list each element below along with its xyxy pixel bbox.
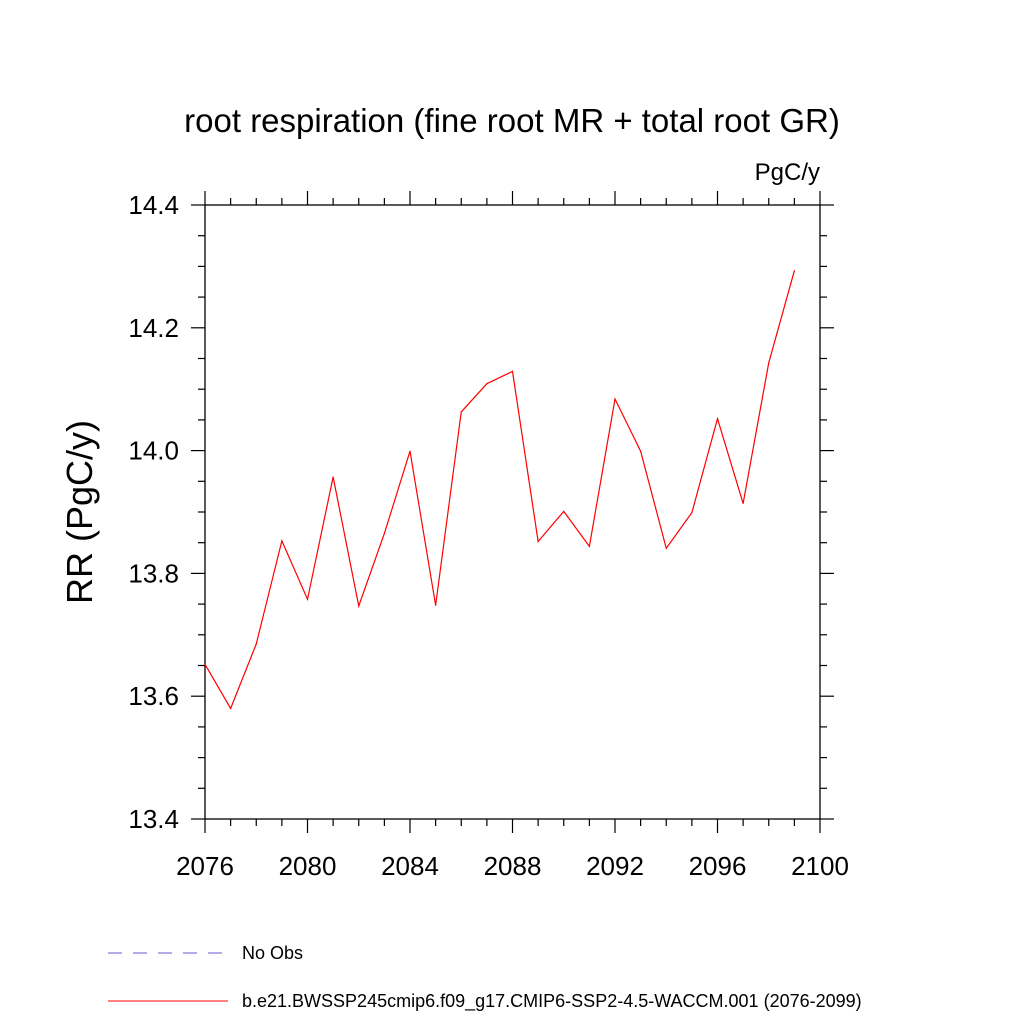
y-tick-label: 14.2 [128,313,179,343]
data-point [486,383,488,385]
data-point [742,502,744,505]
units-label: PgC/y [755,159,820,186]
data-point [537,540,539,543]
data-point [230,707,232,710]
legend: No Obs b.e21.BWSSP245cmip6.f09_g17.CMIP6… [108,943,862,1012]
y-tick-label: 13.4 [128,804,179,834]
data-point [409,450,411,452]
data-point [306,598,309,600]
data-point [255,643,257,645]
y-axis-label: RR (PgC/y) [59,420,100,604]
data-point [358,605,360,607]
data-point [435,604,437,606]
data-point [332,476,334,478]
data-point [511,370,514,372]
chart-title: root respiration (fine root MR + total r… [184,102,840,139]
axis-ticks [191,191,834,833]
x-tick-label: 2076 [176,851,234,881]
data-point [640,450,642,452]
data-point [563,510,565,512]
y-tick-label: 13.8 [128,558,179,588]
data-point [768,362,770,364]
data-point [588,545,590,547]
data-point [281,540,283,542]
series-line [204,270,795,710]
data-point [460,411,462,413]
data-point [716,418,719,420]
data-point [383,532,385,535]
data-point [614,398,616,400]
y-tick-label: 13.6 [128,681,179,711]
x-tick-label: 2096 [689,851,747,881]
x-tick-label: 2080 [279,851,337,881]
y-tick-label: 14.4 [128,190,179,220]
data-point [665,547,667,549]
y-tick-label: 14.0 [128,436,179,466]
legend-label-model-run: b.e21.BWSSP245cmip6.f09_g17.CMIP6-SSP2-4… [242,991,862,1012]
data-point [793,270,795,272]
x-tick-label: 2092 [586,851,644,881]
legend-label-no-obs: No Obs [242,943,303,963]
data-point [204,663,206,665]
series-layer [204,270,795,710]
plot-frame [204,204,821,820]
x-tick-label: 2100 [791,851,849,881]
axis-tick-labels: 2076 2080 2084 2088 2092 2096 2100 13.4 13.6 13.8… [128,190,849,881]
data-point [691,512,693,514]
x-tick-label: 2088 [484,851,542,881]
x-tick-label: 2084 [381,851,439,881]
